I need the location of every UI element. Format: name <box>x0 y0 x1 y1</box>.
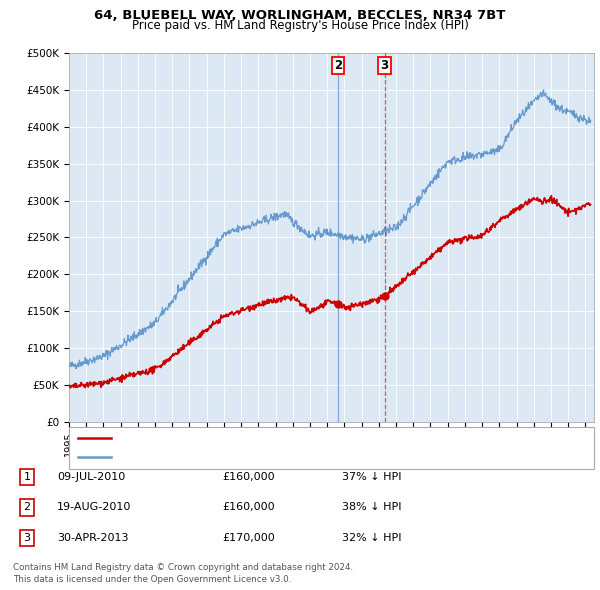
Text: £160,000: £160,000 <box>222 472 275 481</box>
Text: 30-APR-2013: 30-APR-2013 <box>57 533 128 543</box>
Text: 3: 3 <box>380 58 389 71</box>
Text: 64, BLUEBELL WAY, WORLINGHAM, BECCLES, NR34 7BT: 64, BLUEBELL WAY, WORLINGHAM, BECCLES, N… <box>94 9 506 22</box>
Text: This data is licensed under the Open Government Licence v3.0.: This data is licensed under the Open Gov… <box>13 575 292 584</box>
Text: 37% ↓ HPI: 37% ↓ HPI <box>342 472 401 481</box>
Text: Contains HM Land Registry data © Crown copyright and database right 2024.: Contains HM Land Registry data © Crown c… <box>13 563 353 572</box>
Text: HPI: Average price, detached house, East Suffolk: HPI: Average price, detached house, East… <box>117 452 361 462</box>
Text: 19-AUG-2010: 19-AUG-2010 <box>57 503 131 512</box>
Text: 32% ↓ HPI: 32% ↓ HPI <box>342 533 401 543</box>
Text: £170,000: £170,000 <box>222 533 275 543</box>
Text: 38% ↓ HPI: 38% ↓ HPI <box>342 503 401 512</box>
Text: Price paid vs. HM Land Registry's House Price Index (HPI): Price paid vs. HM Land Registry's House … <box>131 19 469 32</box>
Text: 2: 2 <box>334 58 342 71</box>
Text: 2: 2 <box>23 503 31 512</box>
Text: 64, BLUEBELL WAY, WORLINGHAM, BECCLES, NR34 7BT (detached house): 64, BLUEBELL WAY, WORLINGHAM, BECCLES, N… <box>117 434 485 444</box>
Text: 3: 3 <box>23 533 31 543</box>
Text: £160,000: £160,000 <box>222 503 275 512</box>
Text: 1: 1 <box>23 472 31 481</box>
Text: 09-JUL-2010: 09-JUL-2010 <box>57 472 125 481</box>
